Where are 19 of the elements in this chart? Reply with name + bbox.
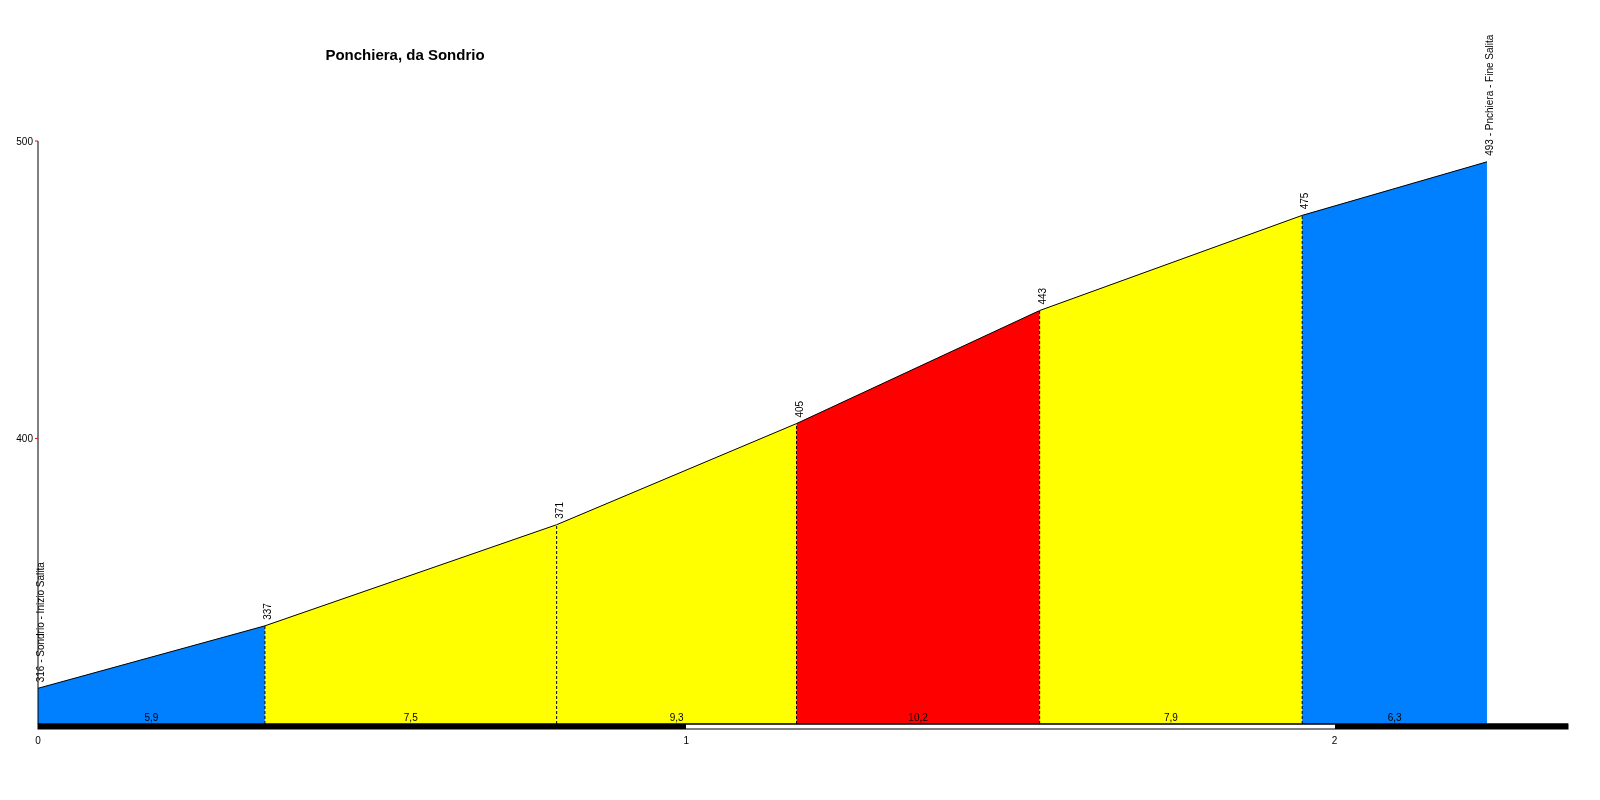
x-tick-label: 1 (683, 735, 690, 746)
y-tick-label: 500 (16, 135, 34, 147)
x-tick-label: 2 (1331, 735, 1338, 746)
y-tick-label: 400 (16, 432, 34, 444)
annotation: 7,9 (1163, 712, 1179, 723)
x-tick-label: 0 (35, 735, 42, 746)
annotation: 316 - Sondrio - Inizio Salita (35, 561, 46, 683)
annotation: 337 (261, 602, 273, 620)
annotation: 475 (1299, 192, 1311, 210)
annotation: 443 (1036, 287, 1048, 305)
annotation: 405 (793, 400, 805, 418)
annotation: 10,2 (908, 712, 929, 723)
annotation: 9,3 (669, 712, 684, 723)
annotation: 371 (553, 501, 565, 519)
annotation: 7,5 (403, 712, 419, 723)
chart-title: Ponchiera, da Sondrio (325, 46, 485, 63)
annotation: 6,3 (1387, 712, 1402, 723)
annotation: 493 - Pnchiera - Fine Salita (1483, 34, 1495, 156)
annotation: 5,9 (144, 712, 159, 723)
